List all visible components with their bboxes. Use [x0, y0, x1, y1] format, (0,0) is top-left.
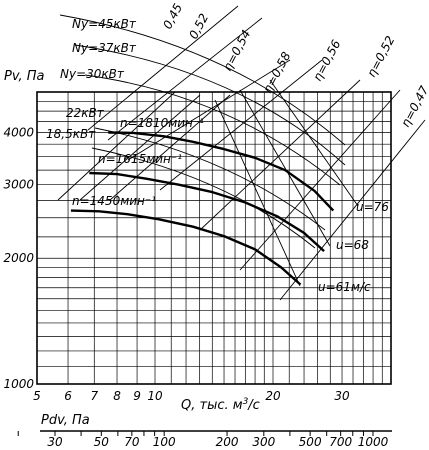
- power-curve: [74, 44, 346, 166]
- efficiency-line: [107, 17, 263, 141]
- x-tick-label: 8: [113, 389, 121, 403]
- velocity-line: [269, 79, 359, 207]
- series-label: n=1615мин⁻¹: [98, 152, 182, 166]
- x-tick-label: 6: [64, 389, 72, 403]
- x-tick-label: 7: [90, 389, 98, 403]
- secondary-tick-label: 200: [216, 435, 239, 449]
- x-tick-label: 30: [334, 389, 350, 403]
- efficiency-line: [159, 59, 323, 191]
- efficiency-line: [87, 5, 239, 131]
- efficiency-label: η=0,47: [398, 83, 429, 129]
- x-tick-label: 10: [147, 389, 163, 403]
- efficiency-label: 0,52: [186, 11, 211, 41]
- power-curve: [59, 14, 346, 146]
- secondary-axis-label: Pdv, Па: [41, 413, 90, 428]
- secondary-tick-label: 500: [299, 435, 322, 449]
- y-axis-label: Pv, Па: [4, 69, 45, 84]
- velocity-label: u=68: [336, 238, 369, 252]
- y-tick-label: 3000: [3, 178, 34, 192]
- y-tick-label: 2000: [3, 251, 34, 265]
- power-label: 22кВт: [66, 106, 105, 120]
- x-tick-label: 5: [33, 389, 41, 403]
- series-line: [70, 209, 302, 286]
- secondary-tick-label: 50: [94, 435, 110, 449]
- secondary-tick-label: 70: [124, 435, 140, 449]
- y-tick-label: 4000: [3, 125, 34, 139]
- velocity-label: u=76: [356, 200, 389, 214]
- power-label: Ny=37кВт: [72, 41, 137, 55]
- efficiency-label: η=0,58: [260, 49, 293, 95]
- x-tick-label: 9: [133, 389, 141, 403]
- plot-frame: [17, 91, 392, 436]
- secondary-tick-label: 700: [329, 435, 352, 449]
- efficiency-line: [279, 119, 426, 301]
- efficiency-line: [239, 89, 401, 271]
- secondary-tick-label: 30: [47, 435, 63, 449]
- velocity-line: [239, 89, 331, 247]
- efficiency-label: 0,45: [160, 1, 185, 31]
- efficiency-label: η=0,52: [364, 34, 397, 80]
- series-label: n=1810мин⁻¹: [120, 116, 204, 130]
- series-label: n=1450мин⁻¹: [72, 194, 156, 208]
- efficiency-label: η=0,54: [220, 28, 253, 74]
- chart-texts: 5 6 7 8 9 10 20 30 1000 2000 3000 4000 30 50 70 100 200 3…: [3, 1, 429, 449]
- power-curve: [94, 127, 326, 231]
- efficiency-lines: [57, 5, 426, 301]
- efficiency-line: [199, 79, 361, 231]
- efficiency-label: η=0,56: [310, 37, 343, 83]
- efficiency-line: [57, 91, 176, 201]
- power-label: 18,5кВт: [46, 127, 96, 141]
- power-label: Ny=30кВт: [60, 67, 125, 81]
- velocity-line: [214, 99, 301, 287]
- secondary-tick-label: 1000: [358, 435, 389, 449]
- series-line: [89, 171, 325, 252]
- grid: [36, 92, 391, 385]
- secondary-tick-label: 100: [153, 435, 176, 449]
- plot-border: [36, 91, 392, 385]
- x-tick-label: 20: [265, 389, 281, 403]
- x-axis-label: Q, тыс. м3/с: [181, 397, 260, 413]
- efficiency-line: [79, 94, 201, 201]
- velocity-label: u=61м/с: [318, 280, 371, 294]
- series-lines: [70, 131, 335, 286]
- series-line: [108, 131, 335, 212]
- secondary-tick-label: 300: [252, 435, 275, 449]
- power-curve: [91, 147, 316, 249]
- y-tick-label: 1000: [3, 377, 34, 391]
- power-label: Ny=45кВт: [72, 17, 137, 31]
